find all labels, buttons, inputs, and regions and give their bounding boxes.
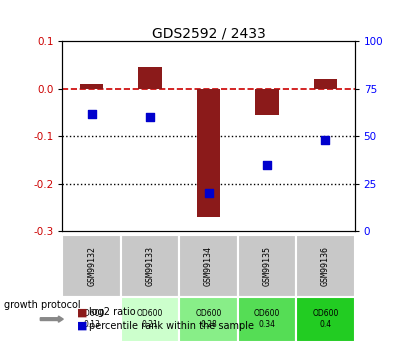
Point [264, 162, 270, 168]
Text: GSM99136: GSM99136 [321, 246, 330, 286]
Bar [197, 89, 220, 217]
Point [206, 190, 212, 196]
Bar [256, 89, 278, 115]
Text: OD600
0.34: OD600 0.34 [254, 309, 280, 329]
Bar [296, 297, 355, 342]
Bar [296, 235, 355, 297]
Bar [62, 297, 121, 342]
Bar [314, 79, 337, 89]
Text: OD600
0.13: OD600 0.13 [79, 309, 105, 329]
Bar [238, 297, 296, 342]
Text: percentile rank within the sample: percentile rank within the sample [89, 321, 253, 331]
Bar [179, 235, 238, 297]
Bar [121, 297, 179, 342]
Text: ■: ■ [77, 307, 87, 317]
Point [89, 111, 95, 116]
Text: OD600
0.21: OD600 0.21 [137, 309, 163, 329]
Bar [179, 297, 238, 342]
Text: GSM99133: GSM99133 [145, 246, 155, 286]
Bar [238, 235, 296, 297]
Text: ■: ■ [77, 321, 87, 331]
Text: growth protocol: growth protocol [4, 300, 81, 310]
Point [322, 137, 329, 143]
Text: GSM99134: GSM99134 [204, 246, 213, 286]
Title: GDS2592 / 2433: GDS2592 / 2433 [152, 26, 266, 40]
Bar [139, 68, 162, 89]
Bar [80, 84, 104, 89]
Text: OD600
0.4: OD600 0.4 [312, 309, 339, 329]
Text: GSM99132: GSM99132 [87, 246, 96, 286]
Text: GSM99135: GSM99135 [262, 246, 272, 286]
Text: log2 ratio: log2 ratio [89, 307, 135, 317]
Point [147, 115, 153, 120]
Bar [62, 235, 121, 297]
Text: OD600
0.28: OD600 0.28 [195, 309, 222, 329]
Bar [121, 235, 179, 297]
